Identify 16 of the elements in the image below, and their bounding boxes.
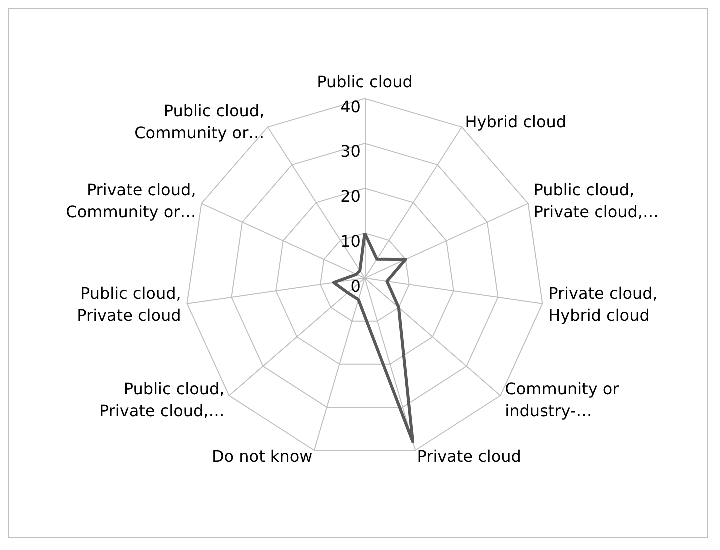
y-tick-label: 20 [340,187,361,206]
spoke-label: Public cloud, Private cloud,… [99,379,225,420]
spoke-label: Public cloud, Community or… [134,102,265,143]
y-tick-label: 0 [350,276,361,296]
y-tick-label: 10 [340,232,361,251]
spoke-label: Public cloud, Private cloud,… [534,180,660,222]
spoke-label: Private cloud [417,446,522,466]
spoke-label: Hybrid cloud [465,112,567,132]
spoke-label: Community or industry-… [505,379,620,420]
spoke-label: Public cloud, Private cloud [77,284,182,326]
spoke-label: Do not know [212,446,313,466]
spoke-label: Public cloud [317,72,413,92]
y-tick-label: 40 [340,97,361,116]
y-tick-label: 30 [340,142,361,162]
spoke-label: Private cloud, Hybrid cloud [548,284,658,326]
spoke-label: Private cloud, Community or… [66,180,196,222]
